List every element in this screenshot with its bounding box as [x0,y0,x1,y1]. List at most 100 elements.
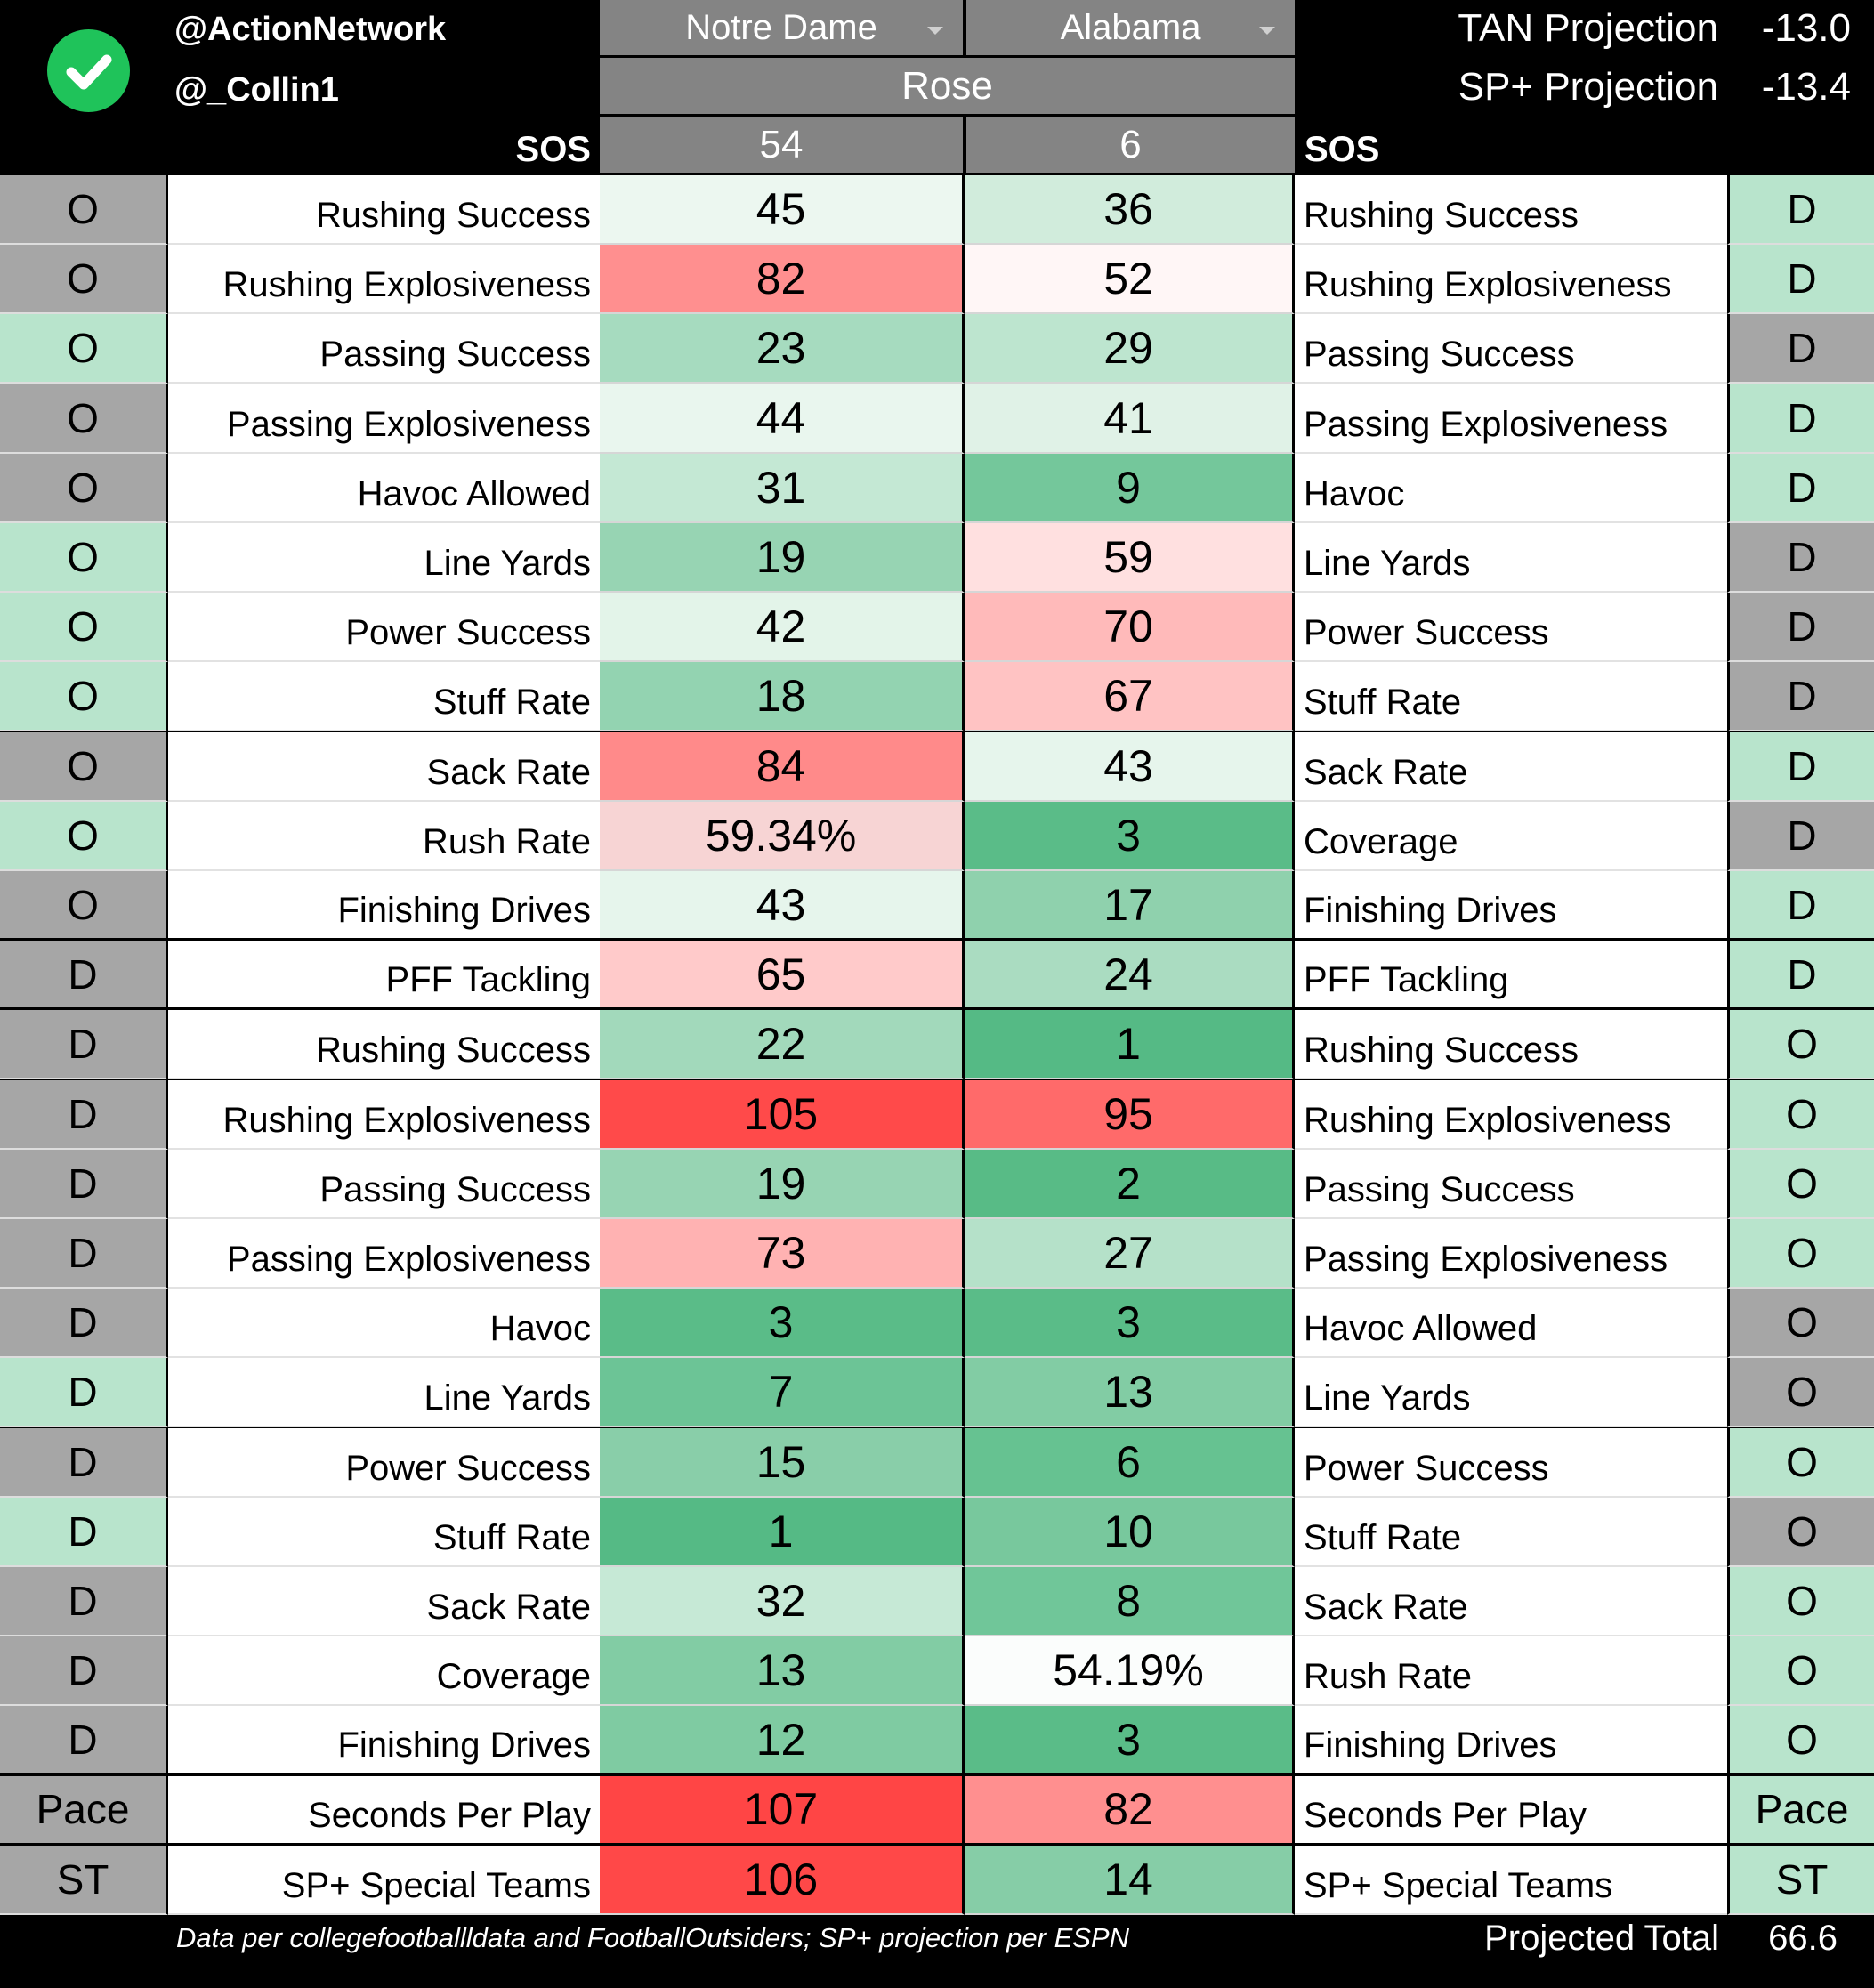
bowl-title: Rose [600,58,1295,114]
tan-projection-value: -13.0 [1761,6,1851,50]
right-side-tag: O [1727,1079,1874,1150]
table-row: O Sack Rate 84 43 Sack Rate D [0,731,1874,802]
projected-total-label: Projected Total [1484,1919,1719,1958]
left-side-tag: O [0,662,168,732]
right-side-tag: O [1727,1010,1874,1080]
left-stat-label: Rush Rate [168,801,600,871]
chevron-down-icon [927,27,943,35]
team-left-label: Notre Dame [685,7,877,47]
left-side-tag: O [0,593,168,663]
left-stat-value: 19 [600,523,965,593]
left-stat-value: 105 [600,1079,965,1150]
right-stat-label: Havoc Allowed [1295,1289,1727,1359]
left-stat-value: 84 [600,731,965,802]
check-icon [47,29,130,112]
right-stat-label: Power Success [1295,593,1727,663]
right-stat-value: 52 [965,245,1295,315]
right-side-tag: D [1727,314,1874,384]
sp-projection-label: SP+ Projection [1458,65,1718,109]
left-stat-label: SP+ Special Teams [168,1845,600,1915]
right-stat-value: 17 [965,871,1295,941]
right-stat-label: Stuff Rate [1295,662,1727,732]
right-side-tag: D [1727,941,1874,1011]
sos-right-value: 6 [966,117,1295,173]
right-stat-label: Finishing Drives [1295,1706,1727,1776]
left-stat-value: 15 [600,1427,965,1498]
left-stat-value: 3 [600,1289,965,1359]
right-side-tag: D [1727,731,1874,802]
right-stat-label: Rushing Success [1295,175,1727,245]
table-row: D Stuff Rate 1 10 Stuff Rate O [0,1497,1874,1567]
table-row: D Passing Explosiveness 73 27 Passing Explos… [0,1219,1874,1289]
table-row: O Power Success 42 70 Power Success D [0,593,1874,663]
left-stat-label: Finishing Drives [168,1706,600,1776]
left-stat-label: Seconds Per Play [168,1775,600,1846]
table-row: O Passing Success 23 29 Passing Success D [0,314,1874,384]
right-stat-value: 13 [965,1358,1295,1428]
left-stat-label: Rushing Success [168,1010,600,1080]
left-side-tag: D [0,1219,168,1289]
table-row: D Rushing Explosiveness 105 95 Rushing Explo… [0,1079,1874,1150]
left-stat-label: PFF Tackling [168,941,600,1011]
right-stat-label: Sack Rate [1295,1567,1727,1636]
table-row: D Rushing Success 22 1 Rushing Success O [0,1010,1874,1080]
right-stat-label: Passing Success [1295,314,1727,384]
table-row: Pace Seconds Per Play 107 82 Seconds Per Pla… [0,1775,1874,1846]
left-stat-label: Havoc Allowed [168,453,600,523]
right-stat-value: 2 [965,1149,1295,1219]
table-row: D Line Yards 7 13 Line Yards O [0,1358,1874,1428]
right-stat-value: 3 [965,1706,1295,1776]
left-side-tag: D [0,1427,168,1498]
right-stat-value: 36 [965,175,1295,245]
right-stat-label: Passing Success [1295,1149,1727,1219]
left-stat-label: Passing Success [168,1149,600,1219]
team-select-right[interactable]: Alabama [966,0,1295,55]
right-stat-label: Passing Explosiveness [1295,384,1727,454]
left-stat-value: 12 [600,1706,965,1776]
table-row: D Power Success 15 6 Power Success O [0,1427,1874,1498]
left-stat-value: 1 [600,1497,965,1567]
table-row: D Havoc 3 3 Havoc Allowed O [0,1289,1874,1359]
left-side-tag: O [0,314,168,384]
right-stat-value: 54.19% [965,1636,1295,1707]
right-stat-value: 14 [965,1845,1295,1915]
left-side-tag: D [0,1289,168,1359]
right-stat-value: 6 [965,1427,1295,1498]
tan-projection-label: TAN Projection [1458,6,1718,50]
right-stat-value: 27 [965,1219,1295,1289]
right-stat-label: Havoc [1295,453,1727,523]
left-side-tag: D [0,1567,168,1636]
left-stat-label: Line Yards [168,523,600,593]
right-stat-value: 3 [965,1289,1295,1359]
left-stat-label: Power Success [168,593,600,663]
team-select-left[interactable]: Notre Dame [600,0,963,55]
left-side-tag: D [0,1706,168,1776]
table-row: D Finishing Drives 12 3 Finishing Drives O [0,1706,1874,1776]
right-stat-label: Finishing Drives [1295,871,1727,941]
left-stat-value: 65 [600,941,965,1011]
left-side-tag: O [0,871,168,941]
left-stat-label: Coverage [168,1636,600,1707]
table-row: O Passing Explosiveness 44 41 Passing Explos… [0,384,1874,454]
right-stat-value: 59 [965,523,1295,593]
left-stat-label: Rushing Explosiveness [168,245,600,315]
right-side-tag: O [1727,1567,1874,1636]
left-side-tag: O [0,801,168,871]
right-side-tag: D [1727,871,1874,941]
right-side-tag: D [1727,453,1874,523]
right-stat-label: Rushing Explosiveness [1295,245,1727,315]
right-side-tag: D [1727,593,1874,663]
right-stat-label: Rush Rate [1295,1636,1727,1707]
left-stat-label: Stuff Rate [168,1497,600,1567]
right-side-tag: D [1727,801,1874,871]
left-stat-value: 23 [600,314,965,384]
left-stat-value: 106 [600,1845,965,1915]
right-side-tag: D [1727,175,1874,245]
left-stat-label: Finishing Drives [168,871,600,941]
left-stat-value: 107 [600,1775,965,1846]
right-stat-label: Sack Rate [1295,731,1727,802]
right-stat-value: 95 [965,1079,1295,1150]
left-stat-value: 22 [600,1010,965,1080]
right-stat-value: 70 [965,593,1295,663]
right-side-tag: O [1727,1219,1874,1289]
